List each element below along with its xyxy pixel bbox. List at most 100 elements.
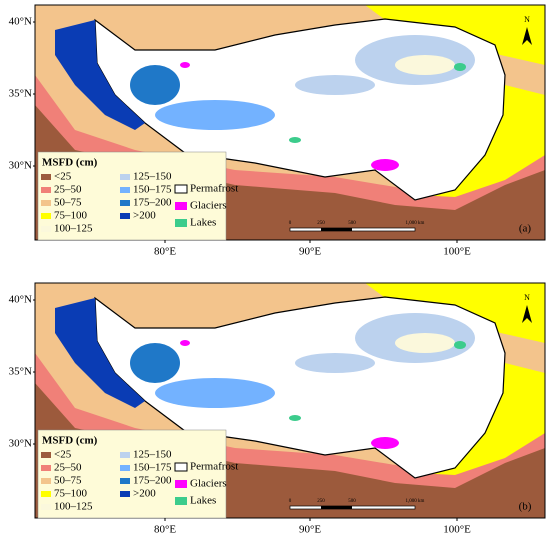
scale-label: 250 (317, 499, 325, 504)
legend-label: Glaciers (190, 478, 227, 490)
legend-swatch (174, 184, 188, 194)
panel-label: (b) (519, 501, 532, 513)
legend-swatch (175, 480, 187, 488)
longitude-label: 90°E (299, 246, 321, 258)
lake (454, 63, 466, 71)
latitude-label: 30°N (9, 160, 32, 172)
legend-label: <25 (54, 171, 72, 183)
north-arrow (522, 27, 532, 45)
legend-label: 175–200 (133, 475, 172, 487)
scale-bar (289, 505, 416, 510)
legend-label: Permafrost (190, 183, 238, 195)
legend-label: 25–50 (54, 184, 82, 196)
legend-swatch (41, 465, 51, 471)
region (295, 75, 375, 95)
legend-title: MSFD (cm) (42, 435, 98, 447)
map-frame (34, 282, 546, 519)
region (155, 100, 275, 130)
legend-swatch (120, 174, 130, 180)
scale-bar (289, 227, 416, 232)
legend-label: Lakes (190, 217, 216, 229)
latitude-label: 40°N (9, 16, 32, 28)
north-arrow (522, 305, 532, 323)
legend-label: Permafrost (190, 461, 238, 473)
legend-swatch (120, 187, 130, 193)
scale-label: 0 (289, 499, 292, 504)
longitude-label: 80°E (154, 524, 176, 536)
map-panel: N 0 250 500 1,000 km (b) MSFD (cm) <2525–5050–7… (34, 282, 546, 519)
legend-label: 125–150 (133, 171, 172, 183)
scale-label: 250 (317, 221, 325, 226)
lake (289, 415, 301, 421)
latitude-label: 40°N (9, 294, 32, 306)
legend-swatch (175, 497, 187, 505)
legend-swatch (41, 187, 51, 193)
lake (454, 341, 466, 349)
legend-label: 150–175 (133, 184, 172, 196)
legend-label: >200 (133, 488, 156, 500)
region (130, 65, 180, 105)
region (395, 333, 455, 353)
region (55, 298, 145, 408)
longitude-label: 80°E (154, 246, 176, 258)
legend-swatch (41, 478, 51, 484)
legend-swatch (120, 200, 130, 206)
legend-label: 150–175 (133, 462, 172, 474)
legend-swatch (120, 478, 130, 484)
map-panel: N 0 250 500 1,000 km (a) MSFD (cm) <2525–5050–7… (34, 4, 546, 241)
scale-label: 1,000 km (406, 221, 425, 226)
region (130, 343, 180, 383)
legend-box (37, 151, 227, 241)
map-frame (34, 4, 546, 241)
legend-label: Lakes (190, 495, 216, 507)
legend-label: 125–150 (133, 449, 172, 461)
legend-swatch (41, 213, 51, 219)
legend-box (37, 429, 227, 519)
legend-label: Glaciers (190, 200, 227, 212)
region (295, 353, 375, 373)
legend-label: 75–100 (54, 210, 88, 222)
legend-swatch (41, 200, 51, 206)
legend-swatch (174, 462, 188, 472)
legend-swatch (41, 504, 51, 510)
legend-swatch (41, 226, 51, 232)
glacier (180, 340, 190, 346)
latitude-label: 35°N (9, 88, 32, 100)
legend-label: 175–200 (133, 197, 172, 209)
region (155, 378, 275, 408)
legend-swatch (41, 174, 51, 180)
panel-label: (a) (519, 223, 532, 235)
longitude-label: 100°E (443, 246, 471, 258)
region (395, 55, 455, 75)
latitude-label: 30°N (9, 438, 32, 450)
scale-bar (321, 506, 352, 509)
legend-label: >200 (133, 210, 156, 222)
legend-title: MSFD (cm) (42, 157, 98, 169)
legend-swatch (120, 452, 130, 458)
legend-swatch (41, 491, 51, 497)
legend-swatch (175, 202, 187, 210)
legend-swatch (120, 491, 130, 497)
legend-label: 100–125 (54, 223, 93, 235)
scale-label: 1,000 km (406, 499, 425, 504)
legend-swatch (175, 219, 187, 227)
latitude-label: 35°N (9, 366, 32, 378)
legend-label: 75–100 (54, 488, 88, 500)
scale-bar (321, 228, 352, 231)
legend-label: 50–75 (54, 475, 82, 487)
region (55, 20, 145, 130)
legend-label: 50–75 (54, 197, 82, 209)
glacier (371, 159, 399, 171)
longitude-label: 100°E (443, 524, 471, 536)
lake (289, 137, 301, 143)
legend-swatch (120, 465, 130, 471)
glacier (180, 62, 190, 68)
longitude-label: 90°E (299, 524, 321, 536)
north-label: N (524, 15, 530, 24)
scale-label: 500 (348, 499, 356, 504)
scale-label: 0 (289, 221, 292, 226)
legend-label: 25–50 (54, 462, 82, 474)
